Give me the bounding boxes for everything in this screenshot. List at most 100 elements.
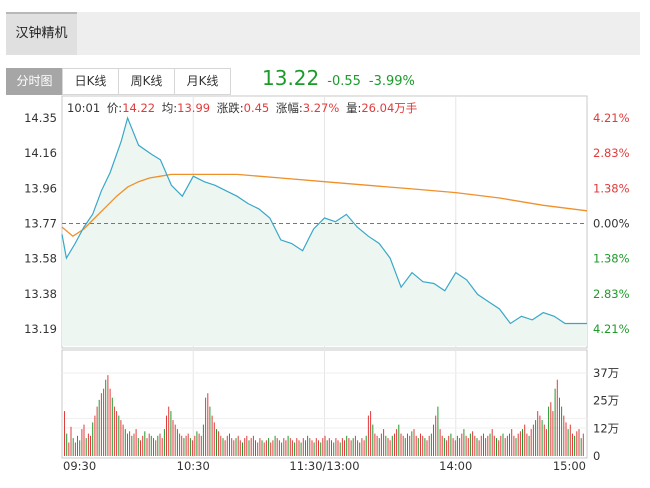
volume-bar [192,440,194,456]
volume-bar [535,420,537,456]
volume-bar [85,438,87,456]
volume-bar [66,433,68,456]
volume-bar [198,433,200,456]
volume-bar [580,438,582,456]
tab-weekly-k[interactable]: 周K线 [118,68,175,95]
volume-bar [565,422,567,456]
info-vol: 26.04万手 [361,101,417,115]
volume-bar [133,433,135,456]
volume-bar [409,435,411,456]
tab-monthly-k[interactable]: 月K线 [174,68,231,95]
volume-bar [556,379,558,456]
volume-bar [81,429,83,456]
volume-bar [146,438,148,456]
volume-bar [496,438,497,456]
volume-bar [109,388,111,456]
volume-bar [144,431,146,456]
volume-bar [87,433,89,456]
volume-bar [153,438,154,456]
price-tick-label: 13.38 [24,287,57,301]
volume-bar [298,440,300,456]
info-price-label: 价: [107,101,122,115]
volume-bar [387,438,389,456]
volume-bar [276,438,278,456]
info-vol-label: 量: [346,101,361,115]
price-line [61,116,587,325]
volume-bar [389,440,391,456]
volume-bar [578,429,580,456]
volume-bar [122,424,124,456]
volume-bar [513,435,515,456]
volume-axis: 37万 25万 12万 0 [593,366,619,463]
volume-bar [176,429,178,456]
volume-bar [305,440,306,456]
volume-bar [79,440,81,456]
volume-bar [352,438,354,456]
time-tick-label: 15:00 [553,459,586,473]
volume-bar [500,435,502,456]
volume-bar [315,438,317,456]
volume-bar [519,431,521,456]
volume-bar [582,433,584,456]
chart-tabs: 分时图 日K线 周K线 月K线 [6,68,231,95]
volume-bar [274,435,276,456]
volume-bar [396,429,398,456]
volume-bars [64,375,584,456]
price-area-fill [62,118,587,346]
volume-bar [318,440,319,456]
tab-intraday[interactable]: 分时图 [6,68,63,95]
volume-bar [252,435,254,456]
volume-bar [344,440,345,456]
volume-bar [259,438,261,456]
volume-bar [107,375,109,456]
volume-bar [370,411,372,456]
volume-bar [268,438,270,456]
volume-bar [446,440,448,456]
volume-bar [480,435,482,456]
volume-bar [367,415,369,456]
volume-bar [483,433,484,456]
price-tick-label: 14.35 [24,111,57,125]
price-tick-label: 14.16 [24,146,57,160]
volume-bar [450,433,452,456]
volume-bar [100,393,102,456]
stock-name-tab[interactable]: 汉钟精机 [6,12,77,55]
volume-bar [74,442,76,456]
volume-bar [127,433,128,456]
volume-bar [250,438,252,456]
volume-bar [448,435,450,456]
volume-bar [244,438,246,456]
volume-bar [283,438,285,456]
volume-bar [216,429,217,456]
percent-tick-label: 2.83% [593,146,630,160]
volume-bar [72,438,74,456]
price-tick-label: 13.77 [24,217,57,231]
volume-bar [309,438,311,456]
volume-bar [248,440,250,456]
volume-bar [220,435,222,456]
volume-bar [302,438,304,456]
volume-tick-label: 0 [593,449,600,463]
volume-bar [135,429,137,456]
volume-bar [322,438,324,456]
volume-bar [402,435,404,456]
volume-bar [398,424,400,456]
volume-bar [246,435,248,456]
volume-bar [485,438,487,456]
volume-bar [474,435,476,456]
volume-bar [537,411,539,456]
volume-bar [561,406,563,456]
volume-bar [183,438,185,456]
volume-bar [326,440,328,456]
volume-bar [417,438,419,456]
volume-bar [509,433,510,456]
volume-bar [459,438,461,456]
volume-bar [83,424,85,456]
volume-bar [430,433,432,456]
volume-bar [170,411,172,456]
volume-bar [456,435,458,456]
volume-bar [166,415,167,456]
volume-bar [118,415,120,456]
volume-bar [226,435,228,456]
